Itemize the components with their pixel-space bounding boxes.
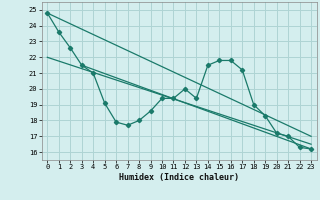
X-axis label: Humidex (Indice chaleur): Humidex (Indice chaleur) — [119, 173, 239, 182]
